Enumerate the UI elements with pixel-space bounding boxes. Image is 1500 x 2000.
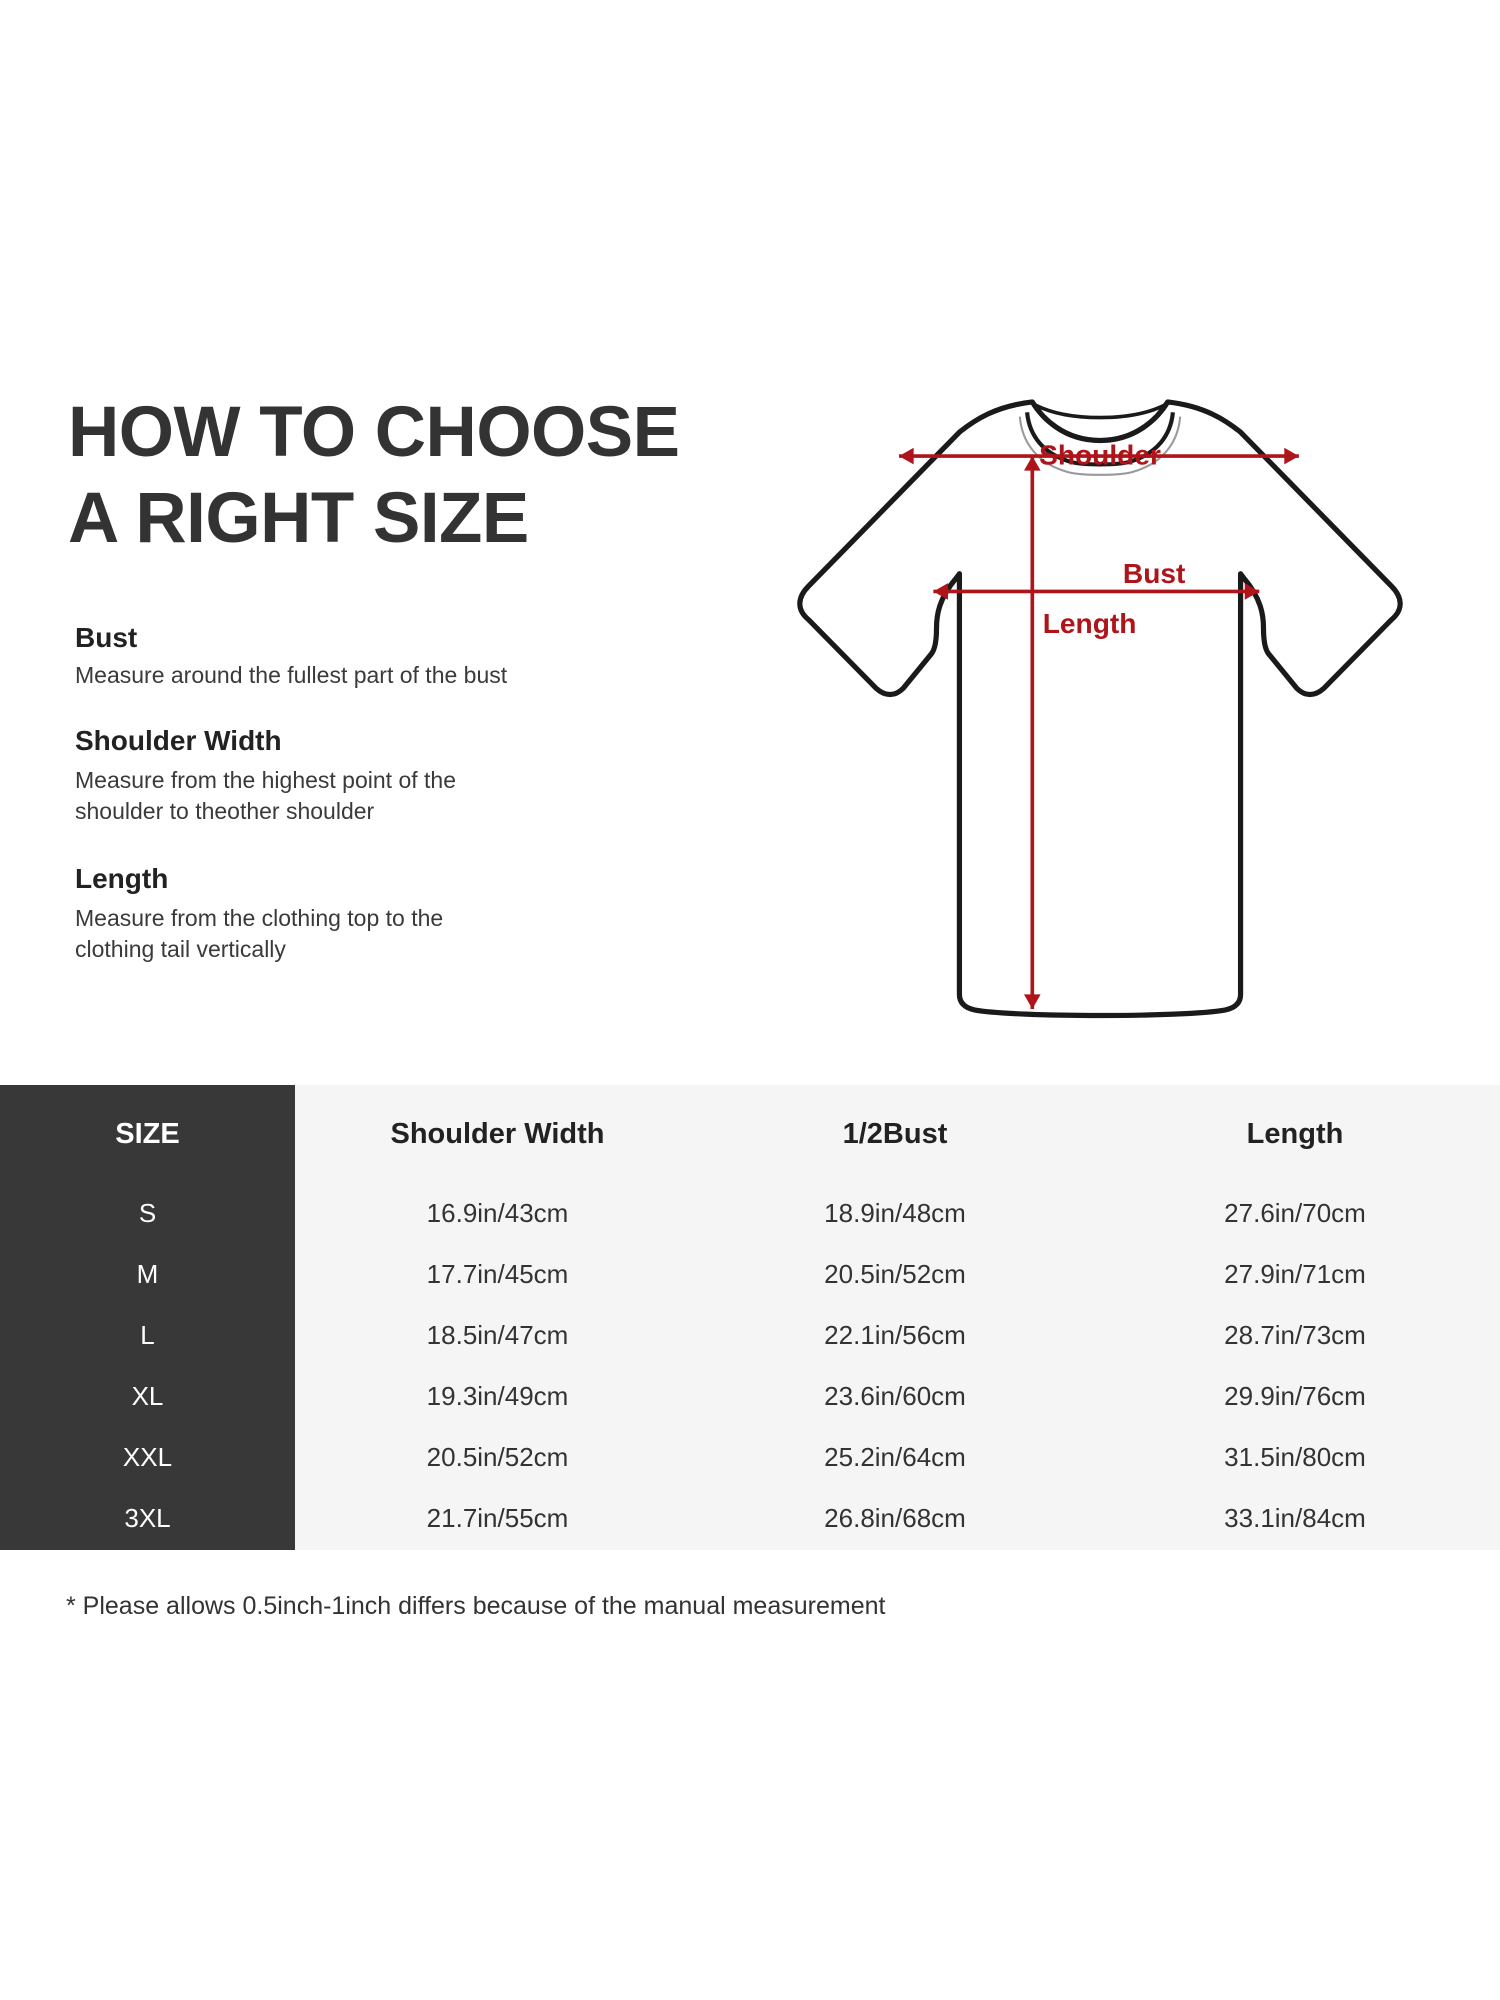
svg-text:Length: Length <box>1043 608 1137 639</box>
svg-text:Shoulder: Shoulder <box>1039 439 1161 470</box>
svg-text:Bust: Bust <box>1123 558 1186 589</box>
